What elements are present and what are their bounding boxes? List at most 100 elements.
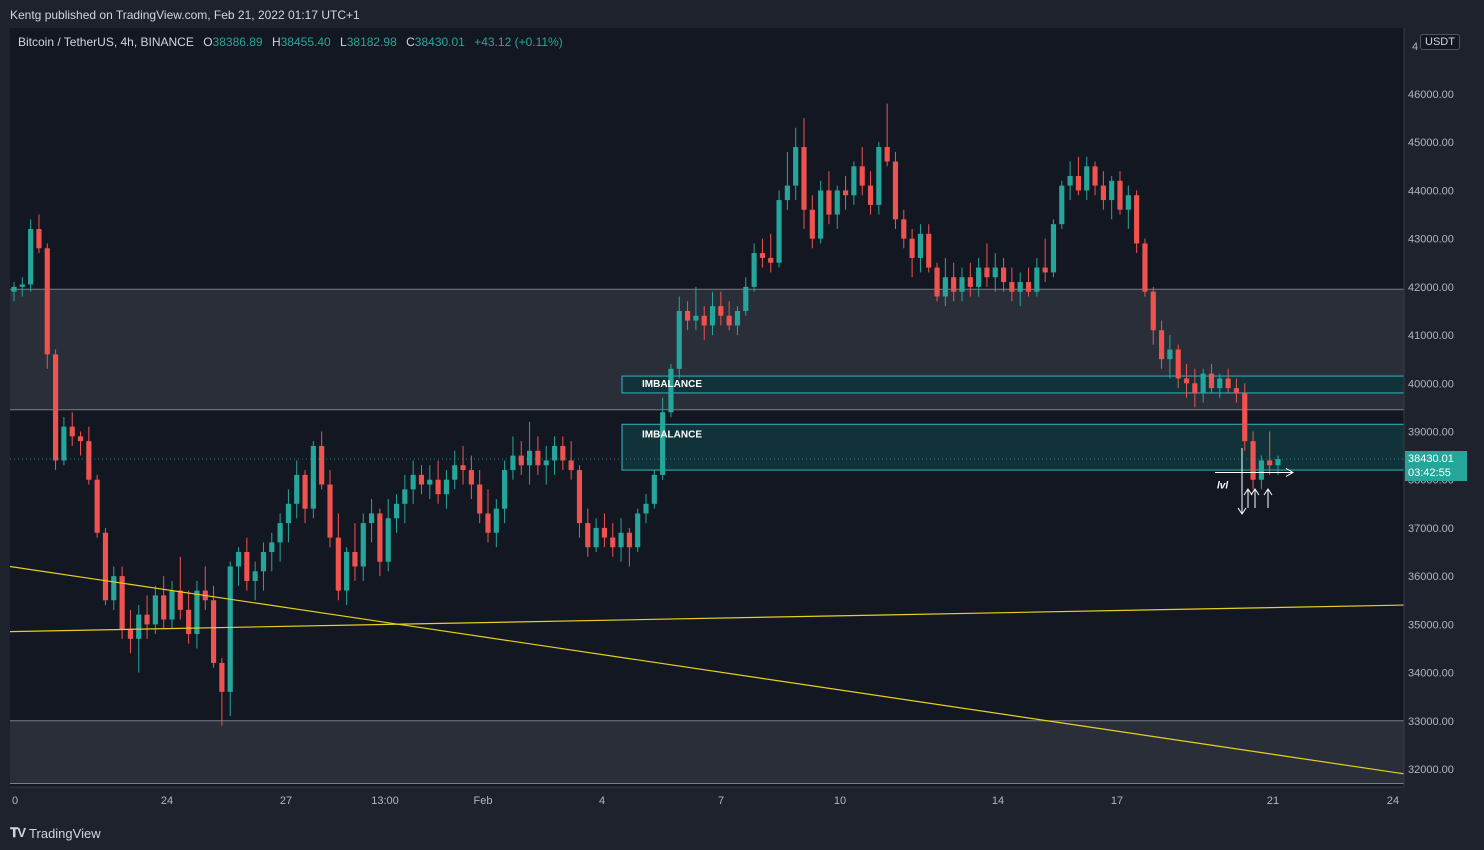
- candle-body: [834, 190, 840, 215]
- time-tick-label: 13:00: [371, 795, 399, 807]
- candle-body: [352, 552, 358, 567]
- candle-body: [660, 412, 666, 475]
- candle-body: [11, 286, 17, 292]
- candle-body: [1242, 392, 1248, 442]
- candle-body: [1134, 195, 1140, 244]
- candle-body: [277, 523, 283, 543]
- candle-body: [1275, 458, 1281, 466]
- low-value: 38182.98: [346, 35, 397, 49]
- price-tick-label: 4: [1412, 41, 1418, 53]
- level-arrow-icon: [1285, 468, 1295, 477]
- last-price-tag: 38430.01 03:42:55: [1405, 451, 1467, 481]
- candle-body: [460, 465, 466, 471]
- time-axis[interactable]: 0 24 27 13:00 Feb 4 7 10 14 17 21 24: [12, 795, 1399, 807]
- candle-body: [1109, 180, 1115, 201]
- candle-body: [618, 532, 624, 548]
- candle-body: [452, 465, 458, 480]
- symbol-legend[interactable]: Bitcoin / TetherUS, 4h, BINANCE O38386.8…: [18, 35, 563, 49]
- candle-body: [635, 513, 641, 548]
- candle-body: [751, 253, 757, 287]
- candle-body: [19, 284, 25, 287]
- candle-body: [959, 277, 965, 292]
- candle-body: [327, 484, 333, 538]
- candle-body: [726, 315, 732, 326]
- candle-body: [984, 267, 990, 278]
- candle-body: [1233, 388, 1239, 393]
- price-tick-label: 33000.00: [1408, 716, 1454, 728]
- trendline-1: [10, 604, 1405, 633]
- candle-body: [776, 200, 782, 263]
- imbalance-layer: [621, 375, 1405, 471]
- candle-body: [527, 450, 533, 466]
- low-label: L: [340, 35, 347, 49]
- chart-area[interactable]: IMBALANCE IMBALANCE lvl 46000.00 45000.00 44…: [10, 28, 1475, 815]
- publish-bar: Kentg published on TradingView.com, Feb …: [0, 0, 1484, 28]
- candle-body: [676, 310, 682, 369]
- tradingview-brand[interactable]: 𝐓V TradingView: [10, 825, 101, 841]
- candle-body: [427, 479, 433, 485]
- trendlines-layer: [10, 565, 1405, 775]
- candle-body: [1225, 378, 1231, 389]
- candle-body: [701, 315, 707, 326]
- price-tick-label: 34000.00: [1408, 668, 1454, 680]
- candle-body: [585, 523, 591, 548]
- price-tick-label: 45000.00: [1408, 137, 1454, 149]
- candle-body: [94, 479, 100, 533]
- publish-note: Kentg published on TradingView.com, Feb …: [10, 8, 360, 22]
- candle-body: [302, 474, 308, 509]
- time-tick-label: 24: [161, 795, 173, 807]
- down-arrow-icon: [1237, 507, 1247, 515]
- symbol-name[interactable]: Bitcoin / TetherUS, 4h, BINANCE: [18, 35, 194, 49]
- open-value: 38386.89: [212, 35, 263, 49]
- footer-bar: [0, 815, 1484, 850]
- candle-body: [285, 503, 291, 524]
- currency-button[interactable]: USDT: [1420, 34, 1460, 50]
- candle-body: [1192, 383, 1198, 393]
- change-value: +43.12 (+0.11%): [474, 35, 563, 49]
- candle-body: [743, 286, 749, 311]
- price-tick-label: 40000.00: [1408, 378, 1454, 390]
- candle-body: [917, 233, 923, 258]
- candle-body: [227, 566, 233, 692]
- candle-body: [335, 537, 341, 591]
- price-tick-label: 44000.00: [1408, 185, 1454, 197]
- price-tick-label: 46000.00: [1408, 89, 1454, 101]
- level-label: lvl: [1217, 480, 1228, 491]
- candle-body: [668, 368, 674, 413]
- price-axis[interactable]: 46000.00 45000.00 44000.00 43000.00 42000.00…: [1408, 41, 1454, 776]
- candle-body: [1175, 349, 1181, 379]
- candle-body: [551, 445, 558, 461]
- candle-body: [626, 532, 632, 548]
- price-tick-label: 39000.00: [1408, 427, 1454, 439]
- candle-body: [61, 426, 67, 461]
- price-tick-label: 32000.00: [1408, 764, 1454, 776]
- candle-body: [1167, 349, 1173, 360]
- price-tick-label: 42000.00: [1408, 282, 1454, 294]
- candle-body: [219, 662, 225, 692]
- price-tick-label: 43000.00: [1408, 234, 1454, 246]
- candle-body: [809, 209, 815, 239]
- candle-body: [818, 190, 824, 239]
- candle-body: [44, 248, 50, 355]
- candle-body: [385, 518, 391, 562]
- candle-body: [610, 537, 616, 548]
- candle-body: [709, 306, 716, 326]
- candle-body: [1017, 282, 1023, 292]
- candle-body: [493, 508, 499, 533]
- close-value: 38430.01: [414, 35, 465, 49]
- candle-body: [53, 354, 59, 461]
- candle-body: [502, 470, 508, 509]
- candle-body: [1217, 378, 1223, 389]
- zone-rect-1: [10, 720, 1404, 784]
- candle-body: [443, 479, 449, 495]
- time-tick-label: 14: [992, 795, 1004, 807]
- trendline-0: [10, 565, 1405, 775]
- candle-body: [28, 229, 34, 285]
- candle-body: [535, 450, 541, 466]
- candle-body: [86, 441, 92, 480]
- candle-body: [1200, 373, 1206, 393]
- candle-body: [402, 489, 408, 504]
- time-tick-label: 0: [12, 795, 18, 807]
- candle-body: [468, 470, 474, 485]
